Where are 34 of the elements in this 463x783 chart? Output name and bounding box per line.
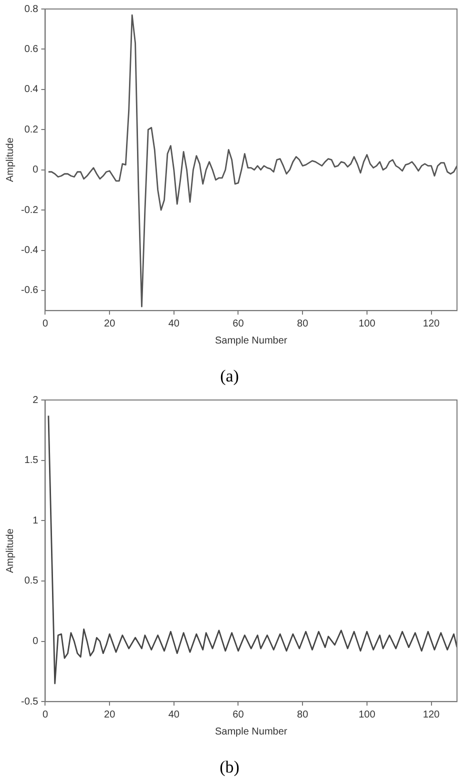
- x-axis-title: Sample Number: [214, 726, 288, 738]
- x-tick-label: 40: [168, 318, 180, 330]
- y-tick-label: 0.5: [24, 576, 39, 587]
- x-tick-label: 120: [422, 709, 440, 720]
- y-tick-label: -0.2: [20, 204, 39, 216]
- x-tick-label: 120: [422, 318, 440, 330]
- x-tick-label: 20: [104, 709, 116, 720]
- y-axis-title: Amplitude: [4, 528, 16, 574]
- y-tick-label: -0.5: [20, 696, 39, 708]
- y-tick-label: 1: [32, 515, 39, 526]
- y-tick-label: 0: [32, 636, 39, 648]
- x-axis-title: Sample Number: [214, 335, 288, 346]
- x-tick-label: 80: [297, 709, 309, 720]
- y-tick-label: 1.5: [24, 455, 39, 466]
- y-tick-label: 0: [32, 164, 39, 176]
- x-tick-label: 40: [168, 709, 180, 720]
- x-tick-label: 100: [358, 709, 376, 720]
- x-tick-label: 60: [232, 318, 244, 330]
- x-tick-label: 0: [42, 318, 48, 330]
- x-tick-label: 60: [232, 709, 244, 720]
- x-tick-label: 0: [42, 709, 48, 720]
- y-tick-label: 0.2: [24, 124, 39, 136]
- text: (a): [220, 366, 239, 386]
- x-tick-label: 100: [358, 318, 376, 330]
- y-axis-title: Amplitude: [4, 137, 16, 182]
- y-tick-label: 0.4: [24, 84, 39, 96]
- x-tick-label: 20: [104, 318, 116, 330]
- y-tick-label: 0.6: [24, 44, 39, 55]
- text: (b): [220, 757, 240, 776]
- y-tick-label: -0.6: [20, 285, 39, 296]
- x-tick-label: 80: [297, 318, 309, 330]
- y-tick-label: -0.4: [20, 245, 39, 256]
- y-tick-label: 2: [32, 394, 39, 406]
- y-tick-label: 0.8: [24, 4, 39, 15]
